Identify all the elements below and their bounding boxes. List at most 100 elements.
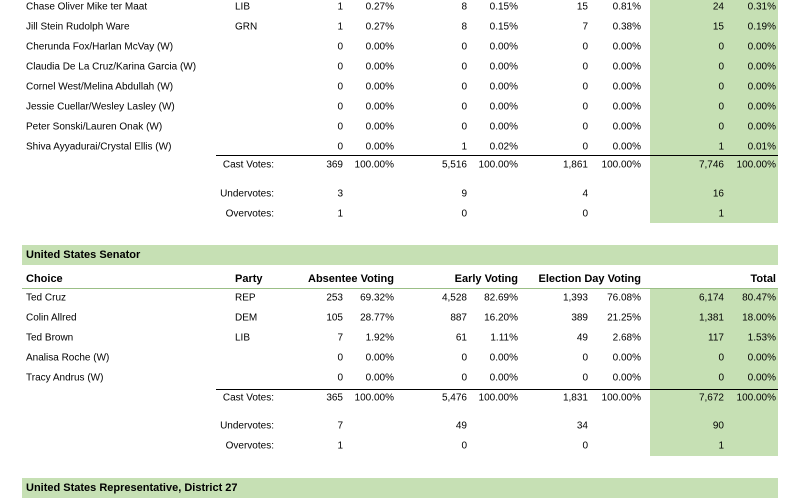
candidate-row: Chase Oliver Mike ter Maat LIB 1 0.27% 8 0.15… [0,0,800,17]
under-total: 90 [712,420,724,432]
total-column-highlight-president [650,0,778,223]
candidate-abs-pct: 0.00% [365,41,394,53]
candidate-early: 0 [461,41,467,53]
candidate-early: 4,528 [441,292,467,304]
candidate-ed: 0 [582,81,588,93]
candidate-name: Ted Brown [26,332,74,344]
overvotes-label: Overvotes: [225,440,274,452]
candidate-ed-pct: 21.25% [607,312,641,324]
candidate-party: REP [235,292,256,304]
candidate-ed-pct: 0.00% [612,121,641,133]
candidate-name: Chase Oliver Mike ter Maat [26,1,148,13]
over-early: 0 [461,208,467,220]
candidate-row: Claudia De La Cruz/Karina Garcia (W) 0 0.0… [0,57,800,77]
undervotes-row: Undervotes: 7 49 34 90 [0,416,800,436]
candidate-abs: 0 [337,352,343,364]
cast-abs: 369 [326,159,343,171]
candidate-ed: 0 [582,121,588,133]
cast-early: 5,516 [441,159,467,171]
candidate-abs: 0 [337,372,343,384]
candidate-total: 0 [718,101,724,113]
cast-early-pct: 100.00% [478,392,518,404]
candidate-row: Jessie Cuellar/Wesley Lasley (W) 0 0.00% 0 0… [0,97,800,117]
candidate-early-pct: 0.00% [489,41,518,53]
section-title: United States Representative, District 2… [26,482,238,494]
candidate-party: LIB [235,1,251,13]
candidate-total-pct: 0.00% [747,101,776,113]
candidate-name: Shiva Ayyadurai/Crystal Ellis (W) [26,141,172,153]
section-header-senate: United States Senator [22,245,778,265]
candidate-abs: 0 [337,101,343,113]
candidate-row: Cornel West/Melina Abdullah (W) 0 0.00% 0 0.… [0,77,800,97]
candidate-name: Analisa Roche (W) [26,352,110,364]
cast-ed-pct: 100.00% [601,159,641,171]
under-ed: 34 [576,420,588,432]
candidate-total: 0 [718,41,724,53]
candidate-ed-pct: 0.81% [612,1,641,13]
candidate-early: 8 [461,21,467,33]
candidate-early-pct: 0.02% [489,141,518,153]
candidate-total: 15 [712,21,724,33]
candidate-abs-pct: 28.77% [360,312,394,324]
candidate-total-pct: 80.47% [742,292,776,304]
candidate-ed: 0 [582,41,588,53]
candidate-row: Tracy Andrus (W) 0 0.00% 0 0.00% 0 0.00% 0 0.00% [0,368,800,388]
candidate-ed-pct: 0.00% [612,41,641,53]
under-early: 9 [461,188,467,200]
candidate-total-pct: 0.00% [747,372,776,384]
candidate-abs-pct: 0.00% [365,61,394,73]
candidate-abs-pct: 0.00% [365,352,394,364]
candidate-early-pct: 0.00% [489,121,518,133]
candidate-ed: 0 [582,141,588,153]
candidate-ed: 0 [582,372,588,384]
candidate-ed-pct: 2.68% [612,332,641,344]
candidate-abs: 0 [337,141,343,153]
col-early: Early Voting [454,273,518,285]
over-total: 1 [718,208,724,220]
cast-votes-row: Cast Votes: 369 100.00% 5,516 100.00% 1,… [0,155,800,175]
cast-ed-pct: 100.00% [601,392,641,404]
candidate-name: Claudia De La Cruz/Karina Garcia (W) [26,61,197,73]
candidate-row: Shiva Ayyadurai/Crystal Ellis (W) 0 0.00% 1… [0,137,800,157]
candidate-name: Ted Cruz [26,292,67,304]
candidate-early-pct: 0.00% [489,352,518,364]
candidate-total: 0 [718,121,724,133]
over-ed: 0 [582,208,588,220]
candidate-ed: 0 [582,101,588,113]
overvotes-row: Overvotes: 1 0 0 1 [0,204,800,224]
candidate-abs-pct: 69.32% [360,292,394,304]
candidate-ed: 389 [571,312,588,324]
cast-abs-pct: 100.00% [354,392,394,404]
col-election-day: Election Day Voting [538,273,641,285]
candidate-early-pct: 0.15% [489,1,518,13]
candidate-total-pct: 0.00% [747,41,776,53]
candidate-ed-pct: 0.00% [612,61,641,73]
candidate-ed-pct: 0.00% [612,352,641,364]
candidate-party: DEM [235,312,258,324]
over-abs: 1 [337,440,343,452]
cast-ed: 1,831 [562,392,588,404]
candidate-early: 0 [461,352,467,364]
cast-total-pct: 100.00% [736,159,776,171]
candidate-name: Colin Allred [26,312,77,324]
candidate-total: 6,174 [698,292,724,304]
candidate-ed: 0 [582,352,588,364]
candidate-abs-pct: 0.00% [365,81,394,93]
candidate-abs: 0 [337,81,343,93]
candidate-total-pct: 0.00% [747,81,776,93]
candidate-early-pct: 1.11% [490,332,518,344]
candidate-early: 887 [450,312,467,324]
candidate-row: Cherunda Fox/Harlan McVay (W) 0 0.00% 0 0.00… [0,37,800,57]
candidate-name: Peter Sonski/Lauren Onak (W) [26,121,163,133]
candidate-total-pct: 0.00% [747,61,776,73]
candidate-abs: 7 [337,332,343,344]
candidate-name: Cornel West/Melina Abdullah (W) [26,81,174,93]
candidate-abs-pct: 1.92% [365,332,394,344]
cast-early: 5,476 [441,392,467,404]
under-early: 49 [455,420,467,432]
candidate-early-pct: 0.00% [489,101,518,113]
candidate-name: Cherunda Fox/Harlan McVay (W) [26,41,174,53]
candidate-ed-pct: 0.00% [612,81,641,93]
candidate-abs: 1 [337,21,343,33]
candidate-total-pct: 1.53% [747,332,776,344]
